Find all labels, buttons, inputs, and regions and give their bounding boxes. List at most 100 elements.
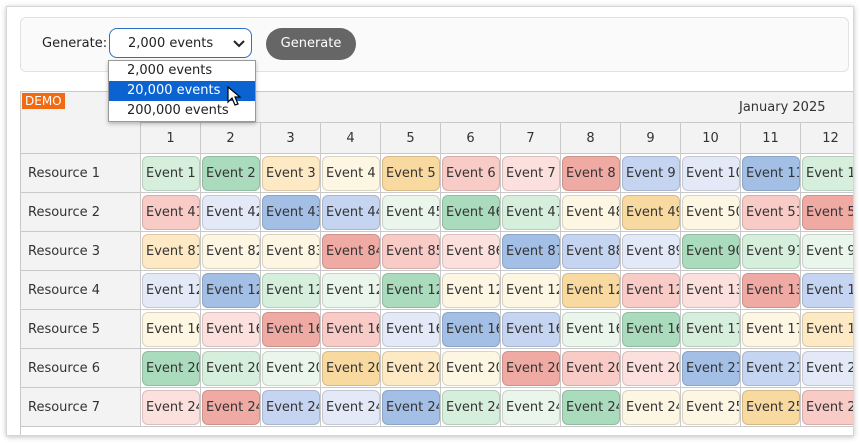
- event[interactable]: Event 89: [622, 234, 680, 269]
- day-header: 2: [201, 123, 261, 154]
- event[interactable]: Event 130: [682, 273, 740, 308]
- scheduler: DEMO January 2025 1 2 3 4 5 6 7 8 9 10 11 12 Resource…: [20, 91, 853, 435]
- event[interactable]: Event 242: [202, 390, 260, 425]
- event[interactable]: Event 247: [502, 390, 560, 425]
- event[interactable]: Event 162: [202, 312, 260, 347]
- event[interactable]: Event 250: [682, 390, 740, 425]
- day-header: 5: [381, 123, 441, 154]
- event[interactable]: Event 203: [262, 351, 320, 386]
- event[interactable]: Event 10: [682, 156, 740, 191]
- event[interactable]: Event 206: [442, 351, 500, 386]
- event[interactable]: Event 81: [142, 234, 200, 269]
- event[interactable]: Event 212: [802, 351, 853, 386]
- resource-label: Resource 1: [21, 154, 141, 193]
- event[interactable]: Event 245: [382, 390, 440, 425]
- event[interactable]: Event 243: [262, 390, 320, 425]
- event[interactable]: Event 172: [802, 312, 853, 347]
- event[interactable]: Event 127: [502, 273, 560, 308]
- event[interactable]: Event 6: [442, 156, 500, 191]
- demo-badge: DEMO: [22, 93, 65, 109]
- resource-label: Resource 5: [21, 310, 141, 349]
- event[interactable]: Event 43: [262, 195, 320, 230]
- event[interactable]: Event 126: [442, 273, 500, 308]
- dropdown-option[interactable]: 200,000 events: [127, 103, 229, 118]
- event[interactable]: Event 44: [322, 195, 380, 230]
- event[interactable]: Event 209: [622, 351, 680, 386]
- event[interactable]: Event 47: [502, 195, 560, 230]
- event[interactable]: Event 83: [262, 234, 320, 269]
- event[interactable]: Event 129: [622, 273, 680, 308]
- event[interactable]: Event 9: [622, 156, 680, 191]
- event[interactable]: Event 8: [562, 156, 620, 191]
- event[interactable]: Event 90: [682, 234, 740, 269]
- event[interactable]: Event 166: [442, 312, 500, 347]
- event[interactable]: Event 205: [382, 351, 440, 386]
- event[interactable]: Event 241: [142, 390, 200, 425]
- event[interactable]: Event 202: [202, 351, 260, 386]
- event[interactable]: Event 210: [682, 351, 740, 386]
- event[interactable]: Event 42: [202, 195, 260, 230]
- event[interactable]: Event 46: [442, 195, 500, 230]
- event[interactable]: Event 248: [562, 390, 620, 425]
- event[interactable]: Event 124: [322, 273, 380, 308]
- event[interactable]: Event 45: [382, 195, 440, 230]
- event[interactable]: Event 249: [622, 390, 680, 425]
- event[interactable]: Event 82: [202, 234, 260, 269]
- event[interactable]: Event 4: [322, 156, 380, 191]
- event[interactable]: Event 84: [322, 234, 380, 269]
- event[interactable]: Event 167: [502, 312, 560, 347]
- event-count-select[interactable]: 2,000 events: [109, 28, 252, 58]
- month-label: January 2025: [739, 100, 826, 115]
- event[interactable]: Event 5: [382, 156, 440, 191]
- event[interactable]: Event 91: [742, 234, 800, 269]
- day-header: 4: [321, 123, 381, 154]
- event[interactable]: Event 246: [442, 390, 500, 425]
- event[interactable]: Event 123: [262, 273, 320, 308]
- event[interactable]: Event 128: [562, 273, 620, 308]
- event[interactable]: Event 208: [562, 351, 620, 386]
- event[interactable]: Event 165: [382, 312, 440, 347]
- event[interactable]: Event 169: [622, 312, 680, 347]
- generate-button[interactable]: Generate: [266, 28, 356, 60]
- event[interactable]: Event 164: [322, 312, 380, 347]
- event[interactable]: Event 1: [142, 156, 200, 191]
- event[interactable]: Event 92: [802, 234, 853, 269]
- event[interactable]: Event 211: [742, 351, 800, 386]
- event[interactable]: Event 125: [382, 273, 440, 308]
- event[interactable]: Event 86: [442, 234, 500, 269]
- dropdown-option[interactable]: 20,000 events: [109, 81, 255, 101]
- mouse-cursor: [227, 86, 242, 106]
- event[interactable]: Event 2: [202, 156, 260, 191]
- event[interactable]: Event 122: [202, 273, 260, 308]
- day-header: 7: [501, 123, 561, 154]
- event[interactable]: Event 252: [802, 390, 853, 425]
- event[interactable]: Event 251: [742, 390, 800, 425]
- event[interactable]: Event 48: [562, 195, 620, 230]
- event[interactable]: Event 131: [742, 273, 800, 308]
- event[interactable]: Event 170: [682, 312, 740, 347]
- event[interactable]: Event 49: [622, 195, 680, 230]
- event[interactable]: Event 207: [502, 351, 560, 386]
- event[interactable]: Event 132: [802, 273, 853, 308]
- event[interactable]: Event 87: [502, 234, 560, 269]
- event[interactable]: Event 7: [502, 156, 560, 191]
- event[interactable]: Event 163: [262, 312, 320, 347]
- event[interactable]: Event 121: [142, 273, 200, 308]
- event[interactable]: Event 244: [322, 390, 380, 425]
- event[interactable]: Event 168: [562, 312, 620, 347]
- event[interactable]: Event 11: [742, 156, 800, 191]
- dropdown-option[interactable]: 2,000 events: [127, 63, 213, 78]
- event[interactable]: Event 85: [382, 234, 440, 269]
- event[interactable]: Event 3: [262, 156, 320, 191]
- event[interactable]: Event 204: [322, 351, 380, 386]
- event[interactable]: Event 161: [142, 312, 200, 347]
- event[interactable]: Event 41: [142, 195, 200, 230]
- event[interactable]: Event 12: [802, 156, 853, 191]
- event[interactable]: Event 171: [742, 312, 800, 347]
- event[interactable]: Event 50: [682, 195, 740, 230]
- event[interactable]: Event 52: [802, 195, 853, 230]
- event[interactable]: Event 51: [742, 195, 800, 230]
- event[interactable]: Event 88: [562, 234, 620, 269]
- event[interactable]: Event 201: [142, 351, 200, 386]
- day-header: 6: [441, 123, 501, 154]
